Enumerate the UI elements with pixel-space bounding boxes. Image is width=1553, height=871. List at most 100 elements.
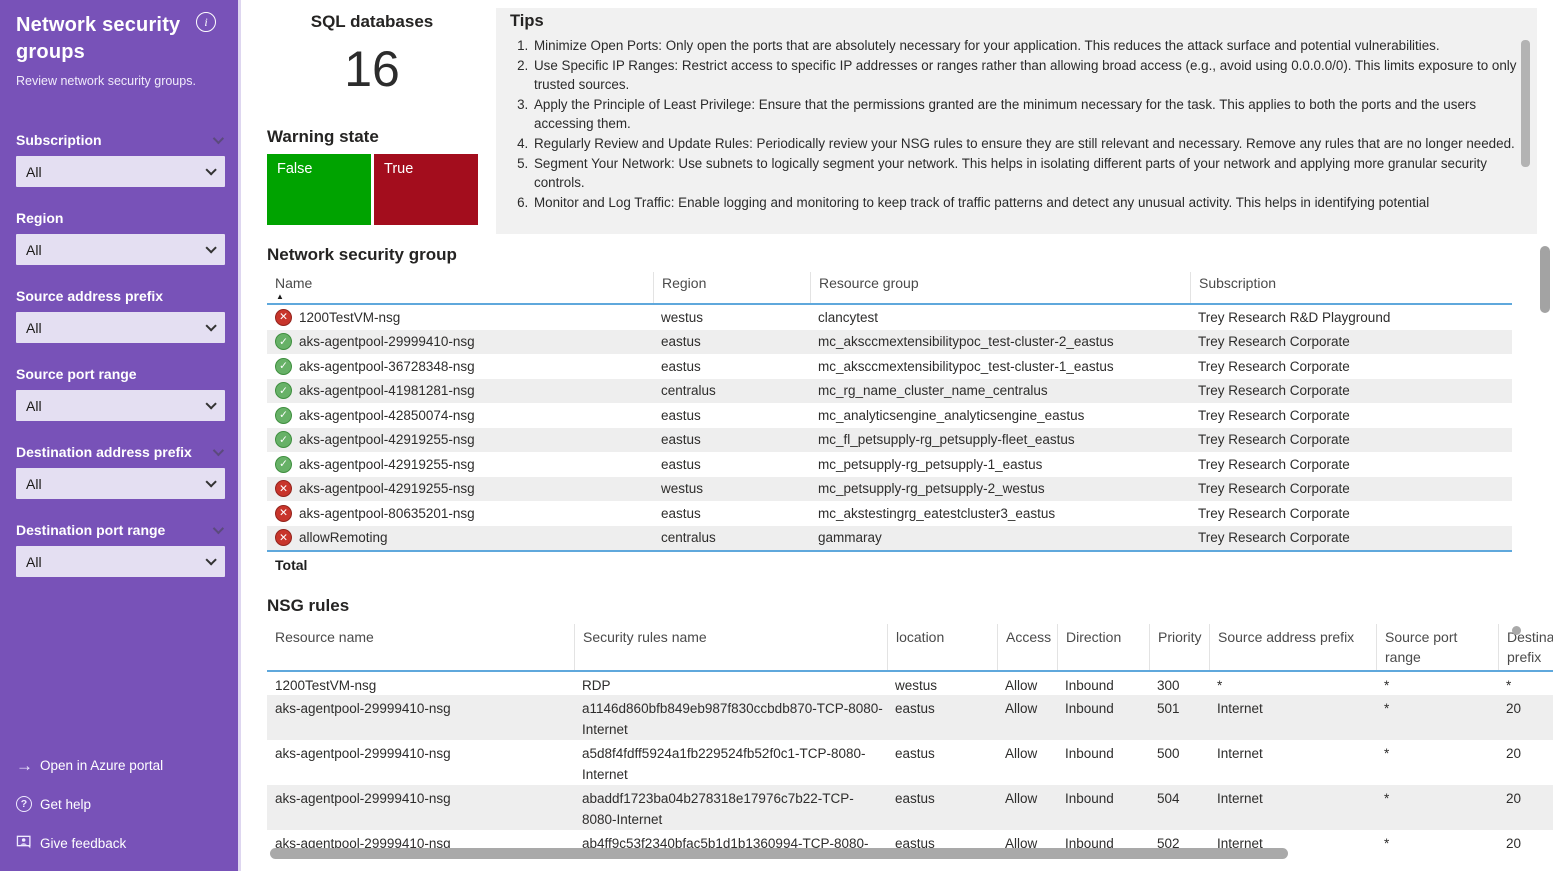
nsg-resource-group: mc_petsupply-rg_petsupply-1_eastus [818, 456, 1043, 472]
tip-item: Monitor and Log Traffic: Enable logging … [532, 193, 1523, 213]
arrow-right-icon: → [16, 755, 33, 775]
nsg-name: aks-agentpool-29999410-nsg [299, 334, 475, 350]
dropdown-region[interactable]: All [16, 234, 225, 265]
tip-item: Regularly Review and Update Rules: Perio… [532, 134, 1523, 154]
nsg-subscription: Trey Research R&D Playground [1198, 309, 1391, 325]
rule-src_port: * [1384, 701, 1390, 716]
table-row[interactable]: ✕ aks-agentpool-42919255-nsg westus mc_pets… [267, 476, 1512, 501]
filter-label-row: Source port range [16, 364, 225, 384]
column-header-region[interactable]: Region [653, 272, 810, 303]
filter-destination-address-prefix: Destination address prefix All [16, 442, 225, 499]
chevron-down-icon [205, 241, 217, 254]
nsg-name: 1200TestVM-nsg [299, 309, 401, 325]
table-row[interactable]: aks-agentpool-29999410-nsg ab4ff9c53f2340… [267, 830, 1553, 852]
rule-resource: aks-agentpool-29999410-nsg [275, 701, 451, 716]
table-row[interactable]: ✕ 1200TestVM-nsg westus clancytest Trey Rese… [267, 305, 1512, 330]
nsg-resource-group: mc_akstestingrg_eatestcluster3_eastus [818, 505, 1056, 521]
column-header-source-port-range[interactable]: Source port range [1376, 624, 1498, 670]
column-header-source-address-prefix[interactable]: Source address prefix [1209, 624, 1376, 670]
column-header-security-rules-name[interactable]: Security rules name [574, 624, 887, 670]
nsg-table-total: Total [275, 557, 308, 573]
table-row[interactable]: aks-agentpool-29999410-nsg a1146d860bfb84… [267, 695, 1553, 740]
column-header-priority[interactable]: Priority [1149, 624, 1209, 670]
filter-region: Region All [16, 208, 225, 265]
filter-source-port-range: Source port range All [16, 364, 225, 421]
dropdown-value: All [26, 553, 42, 570]
tips-scrollbar-thumb[interactable] [1521, 40, 1530, 167]
chevron-down-icon [212, 444, 225, 457]
column-header-resource-group[interactable]: Resource group [810, 272, 1190, 303]
ok-status-icon: ✓ [275, 455, 292, 473]
link-get-help[interactable]: ? Get help [16, 789, 163, 819]
filter-sidebar: Network security groups i Review network… [0, 0, 241, 871]
table-row[interactable]: ✓ aks-agentpool-42919255-nsg eastus mc_fl_p… [267, 427, 1512, 452]
tips-list: Minimize Open Ports: Only open the ports… [496, 36, 1523, 212]
rules-table-body: 1200TestVM-nsg RDP westus Allow Inbound 300 * *… [267, 672, 1553, 852]
filter-label-row: Subscription [16, 130, 225, 150]
table-row[interactable]: ✓ aks-agentpool-42850074-nsg eastus mc_anal… [267, 403, 1512, 428]
rules-table-vscroll-thumb[interactable] [1512, 626, 1521, 635]
nsg-resource-group: clancytest [818, 309, 879, 325]
table-row[interactable]: ✕ aks-agentpool-80635201-nsg eastus mc_akst… [267, 501, 1512, 526]
sort-ascending-icon: ▲ [276, 292, 284, 301]
column-header-destination-address-prefix[interactable]: Destination address prefix [1498, 624, 1553, 670]
filter-label-row: Destination address prefix [16, 442, 225, 462]
warning-state-title: Warning state [267, 127, 379, 146]
dropdown-destination-port-range[interactable]: All [16, 546, 225, 577]
table-row[interactable]: aks-agentpool-29999410-nsg a5d8f4fdff5924… [267, 740, 1553, 785]
rule-src_port: * [1384, 678, 1390, 693]
table-row[interactable]: ✓ aks-agentpool-42919255-nsg eastus mc_pets… [267, 452, 1512, 477]
rules-table-hscroll-thumb[interactable] [270, 848, 1288, 859]
rule-priority: 502 [1157, 836, 1180, 851]
column-header-direction[interactable]: Direction [1057, 624, 1149, 670]
error-status-icon: ✕ [275, 504, 292, 522]
nsg-subscription: Trey Research Corporate [1198, 505, 1350, 521]
info-icon[interactable]: i [196, 12, 216, 32]
link-give-feedback[interactable]: Give feedback [16, 828, 163, 858]
column-header-subscription[interactable]: Subscription [1190, 272, 1512, 303]
tips-title: Tips [510, 12, 544, 30]
sidebar-footer-links: → Open in Azure portal ? Get help Give feedb… [16, 750, 163, 867]
nsg-resource-group: mc_rg_name_cluster_name_centralus [818, 383, 1048, 399]
nsg-table-scrollbar-thumb[interactable] [1540, 246, 1550, 313]
dropdown-source-address-prefix[interactable]: All [16, 312, 225, 343]
nsg-subscription: Trey Research Corporate [1198, 432, 1350, 448]
page-title: Network security groups [16, 14, 181, 63]
filter-label: Source port range [16, 366, 137, 382]
rule-priority: 500 [1157, 746, 1180, 761]
table-row[interactable]: ✓ aks-agentpool-41981281-nsg centralus mc_r… [267, 378, 1512, 403]
dropdown-value: All [26, 397, 42, 414]
table-row[interactable]: ✓ aks-agentpool-36728348-nsg eastus mc_aksc… [267, 354, 1512, 379]
table-row[interactable]: aks-agentpool-29999410-nsg abaddf1723ba04… [267, 785, 1553, 830]
dropdown-value: All [26, 163, 42, 180]
warning-tile-true[interactable]: True [374, 154, 478, 225]
nsg-name: allowRemoting [299, 530, 388, 546]
nsg-name: aks-agentpool-80635201-nsg [299, 505, 475, 521]
chevron-down-icon [212, 132, 225, 145]
nsg-name: aks-agentpool-42919255-nsg [299, 481, 475, 497]
table-row[interactable]: ✕ allowRemoting centralus gammaray Trey Rese… [267, 525, 1512, 550]
rule-resource: aks-agentpool-29999410-nsg [275, 746, 451, 761]
chevron-down-icon [205, 397, 217, 410]
tip-item: Segment Your Network: Use subnets to log… [532, 154, 1523, 193]
warning-tile-false[interactable]: False [267, 154, 371, 225]
rule-priority: 504 [1157, 791, 1180, 806]
table-row[interactable]: 1200TestVM-nsg RDP westus Allow Inbound 300 * *… [267, 672, 1553, 695]
rule-direction: Inbound [1065, 678, 1114, 693]
error-status-icon: ✕ [275, 529, 292, 547]
filter-label-row: Source address prefix [16, 286, 225, 306]
rules-table-title: NSG rules [267, 596, 350, 615]
table-row[interactable]: ✓ aks-agentpool-29999410-nsg eastus mc_aksc… [267, 329, 1512, 354]
column-header-access[interactable]: Access [997, 624, 1057, 670]
column-header-resource-name[interactable]: Resource name [275, 629, 374, 645]
filter-label: Destination port range [16, 522, 166, 538]
page-subtitle: Review network security groups. [16, 74, 196, 88]
dropdown-destination-address-prefix[interactable]: All [16, 468, 225, 499]
dropdown-source-port-range[interactable]: All [16, 390, 225, 421]
nsg-region: eastus [661, 505, 701, 521]
nsg-name-cell: ✕ aks-agentpool-80635201-nsg [267, 504, 653, 522]
link-open-in-azure-portal[interactable]: → Open in Azure portal [16, 750, 163, 780]
column-header-location[interactable]: location [887, 624, 997, 670]
dropdown-subscription[interactable]: All [16, 156, 225, 187]
column-header-name[interactable]: Name ▲ [275, 275, 313, 301]
